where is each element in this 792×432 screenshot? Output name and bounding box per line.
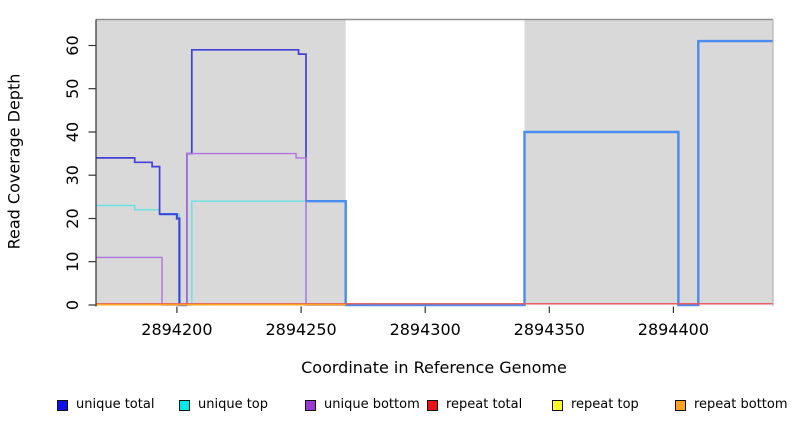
repeat-bottom-swatch-icon [675, 399, 686, 411]
x-tick-label: 2894200 [141, 320, 212, 339]
legend-label: unique bottom [324, 397, 420, 412]
unique-top-swatch-icon [179, 399, 190, 411]
legend-item-repeat-bottom: repeat bottom [675, 397, 788, 413]
legend-label: repeat top [571, 397, 639, 412]
legend-label: unique top [198, 397, 269, 412]
y-tick-label: 30 [63, 165, 82, 185]
y-tick-label: 20 [63, 208, 82, 228]
legend-item-repeat-total: repeat total [427, 397, 522, 413]
y-tick-label: 50 [63, 79, 82, 99]
x-tick-label: 2894300 [390, 320, 461, 339]
shaded-region [524, 19, 773, 304]
y-tick-label: 40 [63, 122, 82, 142]
legend-label: repeat total [446, 397, 523, 412]
repeat-total-swatch-icon [427, 399, 438, 411]
unique-total-dark [96, 48, 307, 306]
unique-total-light-right [306, 39, 773, 307]
x-tick-label: 2894400 [638, 320, 709, 339]
x-tick-label: 2894250 [265, 320, 336, 339]
legend-item-unique-bottom: unique bottom [305, 397, 420, 413]
x-tick-label: 2894350 [514, 320, 585, 339]
unique-total-swatch-icon [57, 399, 68, 411]
legend-label: unique total [76, 397, 155, 412]
legend: unique total unique top unique bottom re… [0, 0, 792, 412]
legend-item-unique-total: unique total [57, 397, 154, 413]
y-tick-label: 10 [63, 252, 82, 272]
y-tick-label: 0 [63, 300, 82, 310]
legend-item-repeat-top: repeat top [552, 397, 639, 413]
y-tick-label: 60 [63, 35, 82, 55]
x-axis-title: Coordinate in Reference Genome [301, 358, 567, 377]
repeat-top-swatch-icon [552, 399, 563, 411]
legend-item-unique-top: unique top [179, 397, 268, 413]
unique-bottom-swatch-icon [305, 399, 316, 411]
unique-bottom-line [96, 152, 346, 306]
legend-label: repeat bottom [694, 397, 788, 412]
